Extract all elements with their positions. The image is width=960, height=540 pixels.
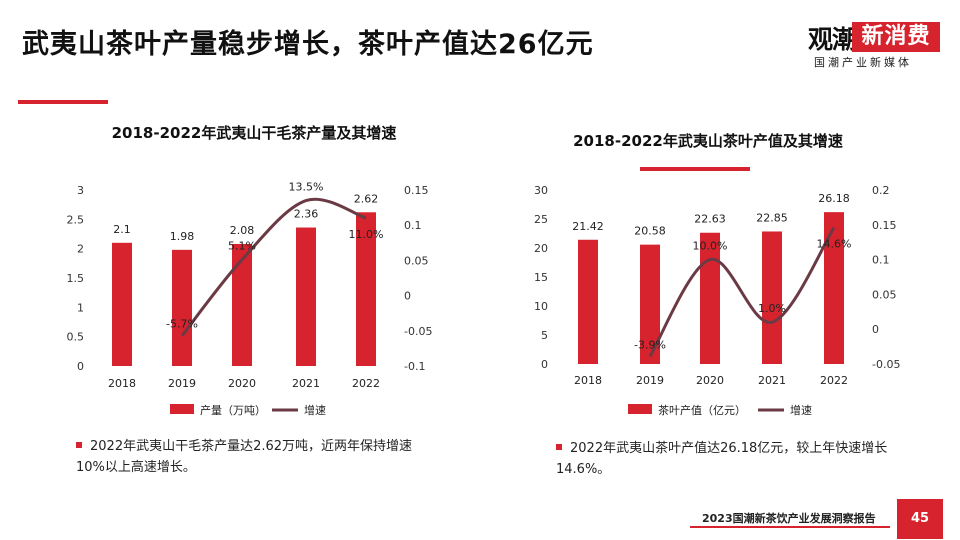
chart2-title: 2018-2022年武夷山茶叶产值及其增速	[573, 132, 843, 150]
chart2-right-tick-label: 0.1	[872, 254, 890, 267]
chart2-category-label: 2020	[696, 374, 724, 387]
chart2-growth-line	[648, 226, 836, 358]
chart1-category-label: 2021	[292, 377, 320, 390]
chart2-bar-value-label: 22.85	[756, 211, 788, 224]
chart2-growth-value-label: 1.0%	[758, 302, 786, 315]
chart2-bar	[824, 212, 844, 364]
chart1-bar-value-label: 2.62	[354, 192, 379, 205]
chart1-left-tick-label: 3	[77, 184, 84, 197]
footer-report-name: 2023国潮新茶饮产业发展洞察报告	[702, 512, 876, 525]
chart2-legend-bar-label: 茶叶产值（亿元）	[658, 403, 746, 417]
chart1-growth-line	[180, 197, 367, 337]
chart1-bar	[232, 243, 252, 366]
chart1-right-tick-label: -0.1	[404, 360, 425, 373]
logo-sub-text: 国潮产业新媒体	[814, 56, 912, 69]
chart2-left-tick-label: 5	[541, 329, 548, 342]
chart1-bar	[172, 249, 192, 366]
chart2-bar-value-label: 26.18	[818, 192, 850, 205]
chart2-category-label: 2021	[758, 374, 786, 387]
chart2-legend-bar-swatch	[628, 404, 652, 414]
chart2-left-tick-label: 15	[534, 271, 548, 284]
chart2-bar	[762, 231, 782, 364]
chart2-growth-value-label: 10.0%	[693, 240, 728, 253]
note-production: 2022年武夷山干毛茶产量达2.62万吨，近两年保持增速10%以上高速增长。	[76, 436, 416, 478]
chart2-left-tick-label: 10	[534, 300, 548, 313]
note-production-text: 2022年武夷山干毛茶产量达2.62万吨，近两年保持增速10%以上高速增长。	[76, 439, 413, 475]
brand-logo: 观潮 新消费 国潮产业新媒体	[808, 20, 940, 74]
page-title: 武夷山茶叶产量稳步增长，茶叶产值达26亿元	[22, 29, 594, 60]
chart1-legend-line-label: 增速	[304, 403, 326, 417]
chart1-category-label: 2018	[108, 377, 136, 390]
chart1-right-tick-label: 0.05	[404, 254, 429, 267]
chart1-left-tick-label: 2	[77, 243, 84, 256]
chart2-category-label: 2018	[574, 374, 602, 387]
chart1-left-tick-label: 1.5	[67, 272, 85, 285]
chart1-growth-value-label: -5.7%	[166, 318, 198, 331]
chart1-bar-value-label: 2.1	[113, 223, 131, 236]
logo-box-text: 新消费	[852, 22, 940, 52]
chart2-bar	[700, 232, 720, 364]
chart1-left-tick-label: 0.5	[67, 331, 85, 344]
chart2-growth-value-label: -3.9%	[634, 338, 666, 351]
footer-underline	[690, 526, 890, 528]
chart2-bar-value-label: 20.58	[634, 225, 666, 238]
chart2-right-tick-label: 0	[872, 323, 879, 336]
chart2-title-accent-bar	[640, 167, 750, 171]
note-output-value-text: 2022年武夷山茶叶产值达26.18亿元，较上年快速增长14.6%。	[556, 441, 888, 477]
chart1-category-label: 2022	[352, 377, 380, 390]
chart1-left-tick-label: 1	[77, 301, 84, 314]
chart2-right-tick-label: 0.05	[872, 288, 897, 301]
chart1-right-tick-label: 0	[404, 290, 411, 303]
chart1-bar-value-label: 2.08	[230, 224, 255, 237]
chart2-left-tick-label: 0	[541, 358, 548, 371]
chart2-bar-value-label: 22.63	[694, 213, 726, 226]
chart1-bar	[356, 212, 376, 366]
chart1-left-tick-label: 0	[77, 360, 84, 373]
chart1-title: 2018-2022年武夷山干毛茶产量及其增速	[112, 124, 397, 142]
chart1-growth-value-label: 13.5%	[289, 181, 324, 194]
chart2-bar	[578, 239, 598, 364]
chart2-left-tick-label: 20	[534, 242, 548, 255]
chart1-right-tick-label: -0.05	[404, 325, 432, 338]
bullet-square-icon	[76, 441, 82, 448]
chart1-category-label: 2019	[168, 377, 196, 390]
chart2-left-tick-label: 30	[534, 184, 548, 197]
chart1-bar	[112, 242, 132, 366]
chart1-right-tick-label: 0.1	[404, 219, 422, 232]
chart1-bar-value-label: 1.98	[170, 230, 195, 243]
chart2-category-label: 2022	[820, 374, 848, 387]
chart1-growth-value-label: 5.1%	[228, 240, 256, 253]
chart1-category-label: 2020	[228, 377, 256, 390]
chart2-bar	[640, 244, 660, 364]
note-output-value: 2022年武夷山茶叶产值达26.18亿元，较上年快速增长14.6%。	[556, 438, 896, 480]
chart2-right-tick-label: 0.2	[872, 184, 890, 197]
bullet-square-icon	[556, 443, 562, 450]
chart2-right-tick-label: -0.05	[872, 358, 900, 371]
chart2-category-label: 2019	[636, 374, 664, 387]
chart1-bar-value-label: 2.36	[294, 208, 319, 221]
chart1-right-tick-label: 0.15	[404, 184, 429, 197]
chart2-right-tick-label: 0.15	[872, 219, 897, 232]
chart1-growth-value-label: 11.0%	[349, 228, 384, 241]
chart1-legend-bar-label: 产量（万吨）	[200, 403, 266, 417]
chart2-growth-value-label: 14.6%	[817, 238, 852, 251]
chart2-left-tick-label: 25	[534, 213, 548, 226]
title-underline	[18, 100, 108, 104]
chart1-left-tick-label: 2.5	[67, 213, 85, 226]
chart1-legend-bar-swatch	[170, 404, 194, 414]
logo-main-text: 观潮	[808, 25, 857, 54]
chart2-legend-line-label: 增速	[790, 403, 812, 417]
chart2-bar-value-label: 21.42	[572, 220, 604, 233]
page-number: 45	[897, 499, 943, 539]
chart1-bar	[296, 227, 316, 366]
